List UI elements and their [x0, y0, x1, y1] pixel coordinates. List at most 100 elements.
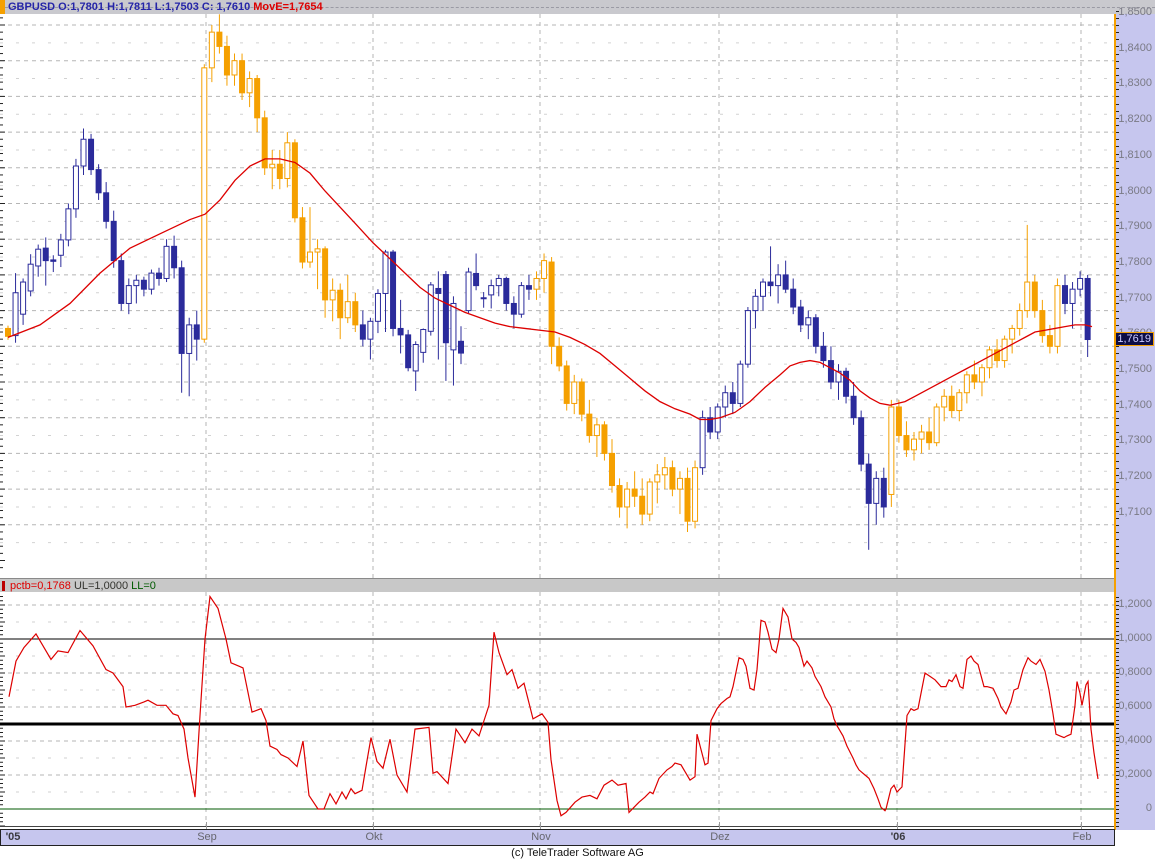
candle	[1031, 274, 1038, 318]
candle	[805, 310, 812, 340]
candle-body	[186, 324, 193, 354]
candle-body	[367, 320, 374, 340]
candle	[208, 25, 215, 83]
candle-body	[329, 289, 336, 301]
candle-body	[805, 317, 812, 326]
candle	[261, 110, 268, 175]
candle	[986, 346, 993, 379]
candle	[80, 128, 87, 175]
price-axis-tick	[1116, 382, 1119, 383]
candle-body	[125, 285, 132, 304]
candle	[767, 246, 774, 297]
price-axis-tick	[1116, 439, 1119, 441]
indicator-axis-tick	[1116, 736, 1119, 738]
price-axis-tick	[1116, 460, 1119, 462]
candle	[458, 326, 464, 365]
indicator-axis-tick	[1116, 677, 1119, 679]
candle	[88, 133, 95, 175]
indicator-axis-tick	[1116, 800, 1119, 802]
candle-body	[707, 417, 714, 433]
candle	[1009, 324, 1016, 354]
moving-average-line	[7, 158, 1093, 421]
copyright-text: (c) TeleTrader Software AG	[511, 847, 644, 859]
price-axis-tick	[1116, 96, 1119, 98]
candle	[586, 399, 593, 443]
price-axis-tick	[1116, 324, 1119, 326]
price-axis-tick	[1116, 496, 1119, 498]
price-axis-tick	[1116, 453, 1119, 455]
price-axis[interactable]: 1,8500 1,8400 1,8300 1,8200 1,8100 1,8000 1,79…	[1114, 6, 1155, 830]
candle	[103, 182, 110, 229]
candle-body	[684, 477, 691, 522]
price-axis-tick	[1116, 132, 1119, 134]
price-axis-tick	[1116, 346, 1119, 348]
candle	[510, 296, 517, 329]
candle-body	[405, 334, 412, 369]
candle	[322, 246, 329, 318]
price-axis-tick	[1116, 539, 1119, 541]
candle-body	[480, 297, 487, 300]
price-axis-tick	[1116, 403, 1119, 405]
candle	[156, 267, 162, 286]
candle	[367, 317, 374, 360]
candle-body	[624, 488, 631, 508]
last-price-badge: 1,7619	[1115, 332, 1154, 346]
indicator-axis-tick	[1116, 779, 1119, 781]
candle	[541, 253, 548, 293]
candle	[223, 35, 230, 86]
candle-body	[65, 208, 72, 241]
indicator-axis-tick	[1116, 741, 1119, 742]
candle-body	[1039, 310, 1046, 337]
indicator-canvas[interactable]	[0, 592, 1114, 826]
time-axis[interactable]: '05 Sep Okt Nov Dez '06 Feb	[0, 829, 1115, 846]
candle	[820, 332, 827, 368]
price-axis-tick	[1116, 303, 1119, 305]
candlestick-canvas[interactable]	[0, 14, 1114, 578]
candle	[888, 399, 895, 507]
indicator-axis-label: 0	[1145, 802, 1152, 814]
candle-body	[797, 306, 804, 326]
price-axis-tick	[1116, 431, 1119, 433]
price-axis-tick	[1116, 424, 1119, 426]
candle	[5, 325, 11, 340]
price-axis-label: 1,7700	[1118, 291, 1152, 304]
candle-body	[488, 285, 495, 296]
candle	[1001, 335, 1008, 368]
time-axis-label: Feb	[1072, 831, 1092, 843]
pctb-indicator-chart[interactable]	[0, 592, 1114, 827]
candle	[125, 278, 132, 315]
candle-body	[820, 345, 827, 362]
candle-body	[473, 272, 480, 287]
candle	[57, 233, 64, 268]
candle-body	[593, 424, 600, 437]
price-axis-tick	[1116, 296, 1119, 298]
candle-body	[5, 327, 11, 337]
candle	[948, 385, 955, 418]
price-axis-tick	[1116, 560, 1119, 562]
indicator-axis-tick	[1116, 600, 1119, 602]
candle	[405, 329, 412, 372]
candle-body	[692, 467, 699, 522]
indicator-axis-tick	[1116, 613, 1119, 615]
price-axis-tick	[1116, 260, 1119, 262]
candle-body	[880, 477, 887, 508]
candle-body	[442, 274, 449, 344]
candle-body	[110, 220, 117, 262]
candle	[65, 203, 72, 247]
price-axis-tick	[1116, 360, 1119, 362]
price-axis-tick	[1116, 60, 1119, 62]
candle-body	[767, 281, 774, 287]
indicator-axis-label: 0,4000	[1118, 734, 1152, 746]
candle	[1054, 278, 1061, 354]
time-axis-tick	[1081, 822, 1082, 829]
candle-body	[1069, 288, 1076, 304]
candle-body	[397, 327, 404, 336]
symbol-ohlc-readout: GBPUSD O:1,7801 H:1,7811 L:1,7503 C: 1,7…	[8, 1, 323, 13]
candle-body	[888, 406, 895, 495]
candle-body	[858, 417, 865, 465]
price-axis-tick	[1116, 353, 1119, 355]
candle	[35, 244, 42, 277]
main-price-chart[interactable]	[0, 14, 1114, 578]
candle	[873, 471, 880, 525]
candle	[654, 464, 661, 504]
